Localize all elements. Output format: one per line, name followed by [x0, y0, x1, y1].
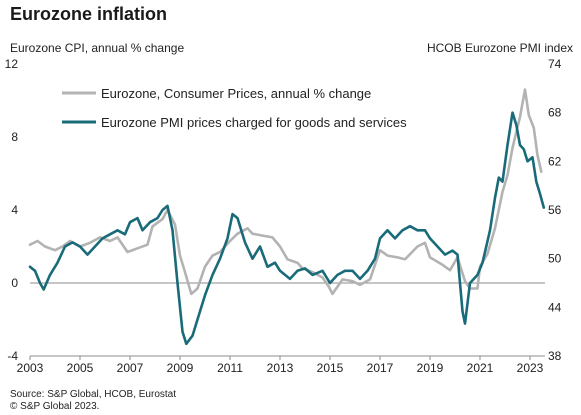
y-right-tick-label: 74	[548, 57, 562, 71]
x-tick-label: 2023	[517, 361, 544, 375]
y-right-tick-label: 44	[548, 300, 562, 314]
y-left-tick-label: 4	[11, 203, 18, 217]
x-tick-label: 2015	[317, 361, 344, 375]
y-left-tick-label: 12	[5, 57, 19, 71]
legend-label-pmi: Eurozone PMI prices charged for goods an…	[101, 115, 407, 130]
left-axis-title: Eurozone CPI, annual % change	[10, 41, 185, 55]
copyright-note: © S&P Global 2023.	[10, 401, 100, 412]
y-right-tick-label: 38	[548, 349, 562, 363]
y-right-tick-label: 68	[548, 106, 562, 120]
x-tick-label: 2005	[67, 361, 94, 375]
y-left-tick-label: 0	[11, 276, 18, 290]
x-tick-label: 2007	[117, 361, 144, 375]
y-right-tick-label: 50	[548, 252, 562, 266]
x-tick-label: 2011	[217, 361, 243, 375]
chart-title: Eurozone inflation	[10, 4, 167, 24]
source-note: Source: S&P Global, HCOB, Eurostat	[10, 389, 177, 400]
pmi-series-line	[28, 111, 546, 346]
y-left-tick-label: -4	[7, 349, 18, 363]
x-tick-label: 2017	[367, 361, 394, 375]
x-tick-label: 2021	[467, 361, 494, 375]
legend-label-cpi: Eurozone, Consumer Prices, annual % chan…	[101, 86, 371, 101]
x-tick-label: 2019	[417, 361, 444, 375]
y-right-tick-label: 56	[548, 203, 562, 217]
y-right-tick-label: 62	[548, 154, 562, 168]
x-tick-label: 2009	[167, 361, 194, 375]
right-axis-title: HCOB Eurozone PMI index	[426, 41, 573, 55]
x-tick-label: 2013	[267, 361, 294, 375]
x-tick-label: 2003	[17, 361, 44, 375]
y-left-tick-label: 8	[11, 130, 18, 144]
